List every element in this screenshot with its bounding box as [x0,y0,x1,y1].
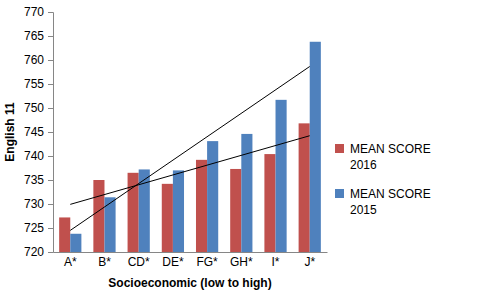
bar-series [59,123,310,252]
x-axis-line [54,252,328,253]
y-tick-mark [48,60,53,61]
bar [196,160,207,252]
y-tick-mark [48,204,53,205]
y-axis-line [48,13,54,253]
bar [207,141,218,252]
y-tick: 770 [24,5,53,19]
bar [299,123,310,252]
legend-label: MEAN SCORE2016 [350,142,431,172]
x-tick: DE* [162,252,184,269]
y-axis: 720 725 730 735 740 745 750 755 760 765 770 [24,5,54,259]
x-tick: I* [272,252,280,269]
y-tick-mark [48,36,53,37]
y-tick-mark [48,156,53,157]
y-tick-label: 760 [24,53,44,67]
y-tick: 755 [24,77,53,91]
y-tick-label: 745 [24,125,44,139]
y-tick: 735 [24,173,53,187]
y-tick-mark [48,180,53,181]
y-tick: 730 [24,197,53,211]
chart: 720 725 730 735 740 745 750 755 760 765 770 A* B* CD*… [0,0,483,291]
x-tick-label: A* [64,255,77,269]
x-tick: GH* [230,252,253,269]
trend-line [70,66,309,230]
y-tick: 765 [24,29,53,43]
bar [70,234,81,252]
plot-area [59,42,321,252]
y-tick: 720 [24,245,53,259]
y-tick-label: 720 [24,245,44,259]
y-tick-label: 765 [24,29,44,43]
y-tick: 725 [24,221,53,235]
y-tick-label: 725 [24,221,44,235]
y-tick: 745 [24,125,53,139]
y-tick-mark [48,252,53,253]
y-tick-mark [48,132,53,133]
x-tick-label: DE* [162,255,184,269]
legend-swatch [335,189,344,198]
y-tick-label: 750 [24,101,44,115]
y-tick-label: 740 [24,149,44,163]
x-tick: A* [64,252,77,269]
x-axis: A* B* CD* DE* FG* GH* I* J* [54,252,328,269]
x-tick: J* [304,252,315,269]
x-tick-label: B* [98,255,111,269]
legend-swatch [335,144,344,153]
y-tick-mark [48,12,53,13]
bar [162,184,173,252]
x-tick-label: I* [272,255,280,269]
y-tick: 740 [24,149,53,163]
bar [93,180,104,252]
x-tick-label: J* [304,255,315,269]
x-tick-label: GH* [230,255,253,269]
bar [59,217,70,252]
x-tick: B* [98,252,111,269]
x-tick-label: CD* [128,255,150,269]
y-tick-mark [48,108,53,109]
bar [173,170,184,252]
bar [276,100,287,252]
y-tick-label: 755 [24,77,44,91]
trend-line [70,136,309,205]
bar-series [70,42,321,252]
legend: MEAN SCORE2016 MEAN SCORE2015 [335,142,431,217]
y-tick: 750 [24,101,53,115]
y-axis-title: English 11 [3,102,17,162]
bar [310,42,321,252]
bar [241,134,252,252]
bar [264,154,275,252]
y-tick-label: 730 [24,197,44,211]
x-axis-title: Socioeconomic (low to high) [108,276,271,290]
x-tick-label: FG* [196,255,218,269]
y-tick: 760 [24,53,53,67]
x-tick: CD* [128,252,150,269]
y-tick-label: 770 [24,5,44,19]
y-tick-mark [48,228,53,229]
y-tick-label: 735 [24,173,44,187]
bar [230,169,241,252]
x-tick: FG* [196,252,218,269]
legend-label: MEAN SCORE2015 [350,187,431,217]
y-tick-mark [48,84,53,85]
